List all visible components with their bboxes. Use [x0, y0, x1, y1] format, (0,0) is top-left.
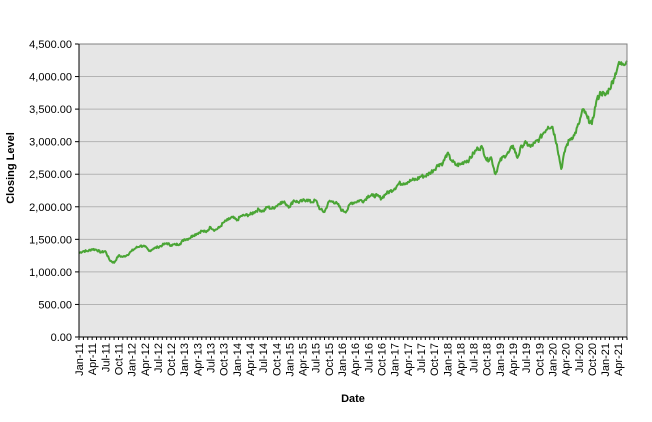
x-tick-label: Jul-19: [521, 343, 533, 373]
x-tick-label: Jan-17: [390, 343, 402, 377]
x-tick-label: Jan-20: [547, 343, 559, 377]
x-tick-label: Jul-18: [469, 343, 481, 373]
x-tick-label: Oct-17: [429, 343, 441, 376]
x-tick-label: Jan-18: [442, 343, 454, 377]
x-tick-label: Apr-19: [508, 343, 520, 376]
y-axis-ticks: 0.00 500.00 1,000.00 1,500.00 2,000.00 2,500.…: [29, 39, 79, 344]
x-tick-label: Jan-21: [600, 343, 612, 377]
x-tick-label: Jul-15: [311, 343, 323, 373]
x-tick-label: Oct-12: [166, 343, 178, 376]
plot-border: [78, 43, 628, 338]
x-tick-label: Jul-13: [206, 343, 218, 373]
x-tick-label: Jul-20: [574, 343, 586, 373]
y-tick-label: 2,000.00: [29, 202, 72, 214]
x-tick-label: Oct-14: [271, 343, 283, 376]
y-tick-label: 4,500.00: [29, 39, 72, 51]
x-tick-label: Jul-16: [363, 343, 375, 373]
x-tick-label: Apr-15: [298, 343, 310, 376]
x-tick-label: Oct-11: [113, 343, 125, 375]
x-tick-label: Jul-12: [153, 343, 165, 373]
y-tick-label: 500.00: [38, 299, 72, 311]
x-tick-label: Jan-11: [74, 343, 86, 376]
x-tick-label: Jan-15: [284, 343, 296, 377]
y-tick-label: 2,500.00: [29, 169, 72, 181]
x-tick-label: Apr-12: [140, 343, 152, 376]
x-tick-label: Apr-21: [613, 343, 625, 376]
x-tick-label: Apr-13: [192, 343, 204, 376]
y-tick-label: 1,500.00: [29, 234, 72, 246]
x-tick-label: Oct-19: [534, 343, 546, 376]
x-tick-label: Oct-20: [587, 343, 599, 376]
y-axis-title: Closing Level: [5, 132, 17, 204]
x-axis-ticks: Jan-11 Apr-11 Jul-11 Oct-11 Jan-12 Apr-12 Jul-…: [74, 337, 628, 377]
x-tick-label: Apr-17: [403, 343, 415, 376]
x-tick-label: Oct-16: [376, 343, 388, 376]
x-tick-label: Jan-14: [232, 343, 244, 377]
series-line: [78, 60, 628, 264]
x-axis-title: Date: [341, 393, 365, 405]
y-tick-label: 4,000.00: [29, 72, 72, 84]
x-tick-label: Apr-18: [455, 343, 467, 376]
x-tick-label: Jan-13: [179, 343, 191, 377]
x-tick-label: Oct-15: [324, 343, 336, 376]
x-tick-label: Jan-16: [337, 343, 349, 377]
x-tick-label: Oct-13: [219, 343, 231, 376]
x-tick-label: Jan-12: [127, 343, 139, 377]
y-tick-label: 3,000.00: [29, 137, 72, 149]
x-tick-label: Apr-16: [350, 343, 362, 376]
y-tick-label: 0.00: [51, 332, 72, 344]
x-tick-label: Oct-18: [482, 343, 494, 376]
gridlines: [79, 76, 627, 305]
x-tick-label: Apr-20: [561, 343, 573, 376]
y-tick-label: 3,500.00: [29, 104, 72, 116]
x-tick-label: Jan-19: [495, 343, 507, 377]
y-tick-label: 1,000.00: [29, 267, 72, 279]
x-tick-label: Apr-11: [87, 343, 99, 375]
x-tick-label: Apr-14: [245, 343, 257, 376]
x-tick-label: Jul-17: [416, 343, 428, 373]
plot-area: [79, 44, 627, 337]
x-tick-label: Jul-14: [258, 343, 270, 373]
x-tick-label: Jul-11: [100, 343, 112, 372]
